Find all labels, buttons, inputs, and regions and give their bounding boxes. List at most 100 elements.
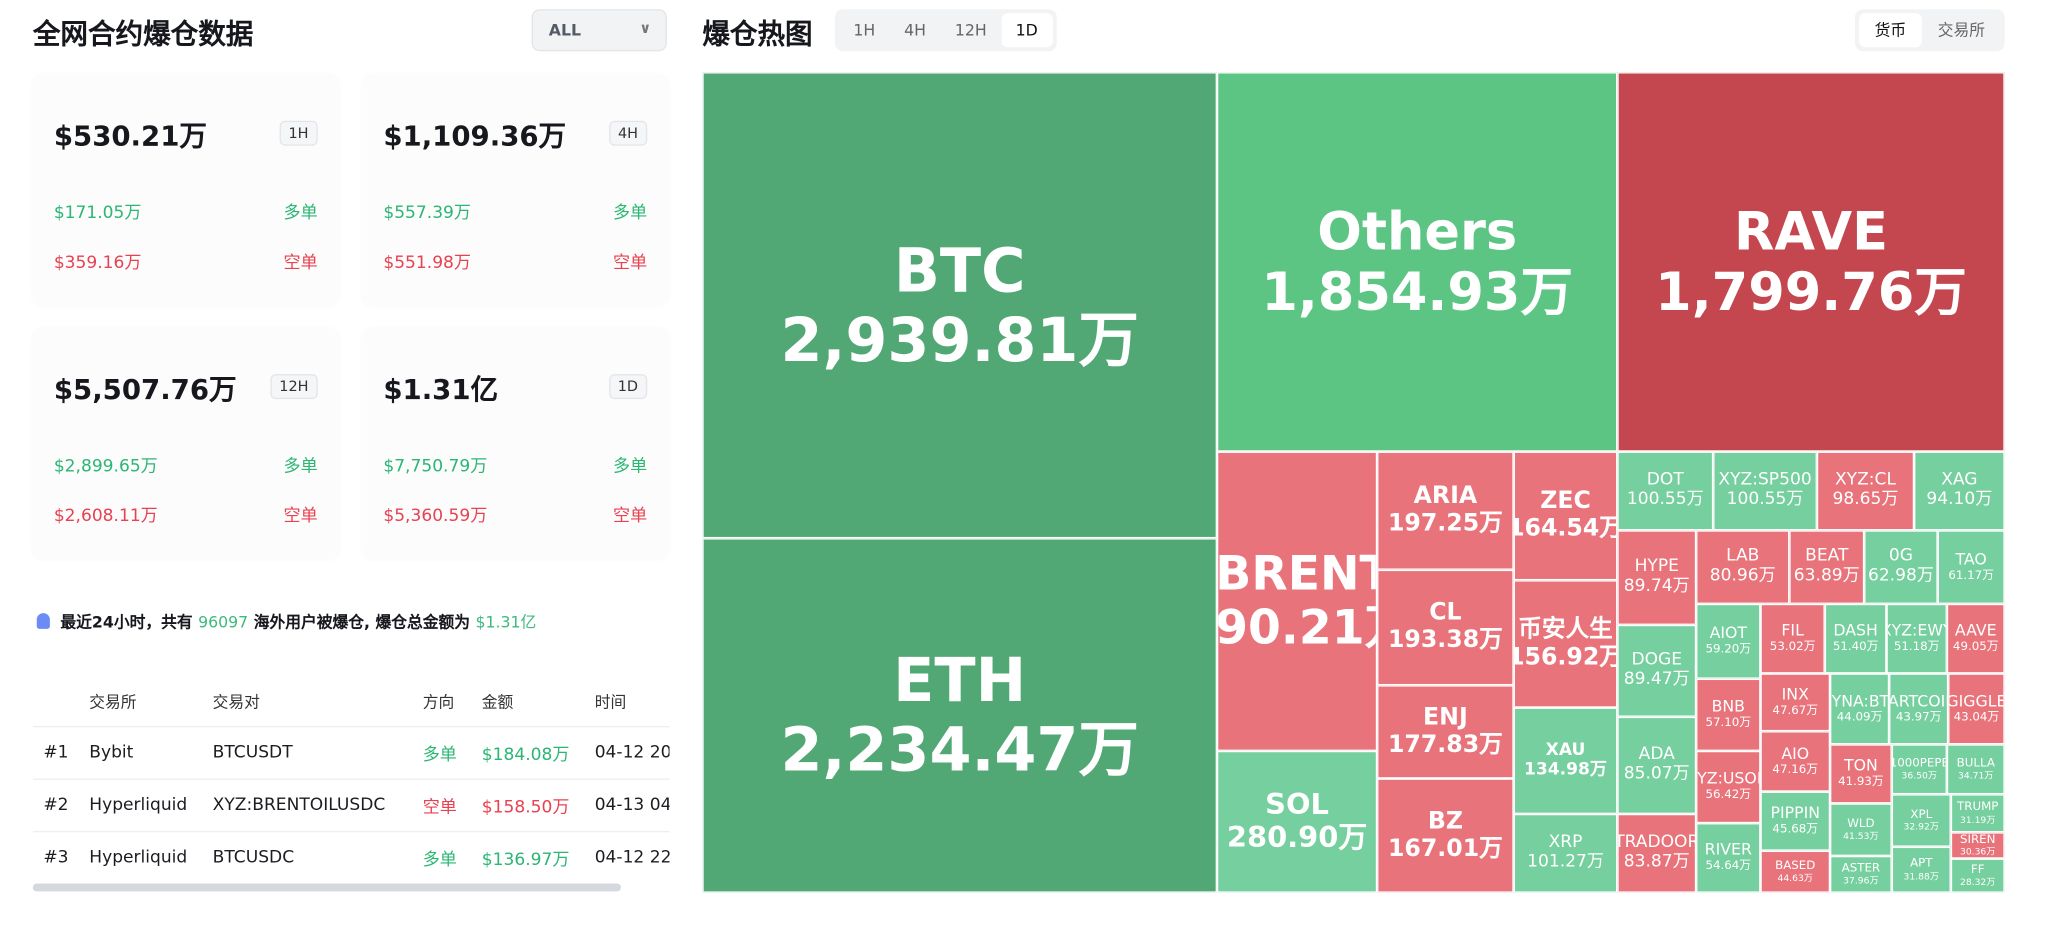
treemap-cell[interactable]: DOT 100.55万	[1617, 451, 1714, 531]
cell-symbol: XAG	[1941, 470, 1978, 490]
treemap-cell[interactable]: XYZ:USOIL56.42万	[1696, 750, 1761, 824]
treemap-cell[interactable]: XYZ:EWY51.18万	[1886, 603, 1947, 674]
treemap-cell[interactable]: XAU 134.98万	[1513, 707, 1618, 814]
cell-side: 多单	[422, 831, 482, 884]
table-row[interactable]: #3 Hyperliquid BTCUSDC 多单 $136.97万 04-12 22	[32, 831, 670, 884]
treemap-cell[interactable]: HYNA:BTC44.09万	[1830, 673, 1890, 745]
treemap-cell[interactable]: APT 31.88万	[1891, 846, 1951, 893]
tab-1d[interactable]: 1D	[1001, 13, 1053, 48]
treemap-cell[interactable]: FF 28.32万	[1950, 858, 2005, 893]
liquidation-card-12h: $5,507.76万 12H $2,899.65万 多单 $2,608.11万 …	[32, 328, 339, 560]
cell-symbol: RIVER	[1704, 840, 1752, 860]
treemap-cell[interactable]: SIREN 30.36万	[1950, 832, 2005, 859]
cell-symbol: RAVE	[1733, 201, 1889, 262]
view-by-coin-button[interactable]: 货币	[1858, 13, 1922, 48]
cell-symbol: WLD	[1847, 817, 1875, 831]
cell-symbol: XRP	[1548, 832, 1583, 853]
treemap-cell[interactable]: RIVER 54.64万	[1696, 823, 1761, 893]
treemap-cell[interactable]: AAVE 49.05万	[1946, 603, 2005, 674]
tab-4h[interactable]: 4H	[904, 21, 926, 40]
treemap-cell[interactable]: DASH 51.40万	[1824, 603, 1887, 674]
treemap-cell[interactable]: AIO 47.16万	[1760, 731, 1831, 792]
treemap-cell[interactable]: XYZ:SP500 100.55万	[1713, 451, 1817, 531]
treemap-cell[interactable]: BTC 2,939.81万	[702, 72, 1217, 539]
treemap-cell[interactable]: FARTCOIN43.97万	[1889, 673, 1949, 745]
cell-value: 45.68万	[1772, 823, 1819, 837]
treemap-cell[interactable]: INX 47.67万	[1760, 673, 1831, 732]
exchange-filter-dropdown[interactable]: ALL ∨	[531, 9, 667, 52]
treemap-cell[interactable]: WLD 41.53万	[1830, 803, 1892, 856]
treemap-cell[interactable]: XAG 94.10万	[1914, 451, 2005, 531]
long-amount: $2,899.65万	[53, 456, 158, 477]
table-horizontal-scrollbar[interactable]	[32, 883, 621, 892]
dropdown-value: ALL	[548, 21, 582, 40]
treemap-cell[interactable]: FIL 53.02万	[1760, 603, 1825, 674]
view-by-exchange-button[interactable]: 交易所	[1937, 21, 1985, 40]
treemap-cell[interactable]: ZEC 164.54万	[1513, 451, 1618, 581]
cell-symbol: FARTCOIN	[1890, 691, 1946, 711]
treemap-cell[interactable]: HYPE 89.74万	[1617, 530, 1697, 625]
treemap-cell[interactable]: ARIA 197.25万	[1377, 451, 1514, 570]
treemap-cell[interactable]: Z:BRENTO590.21万	[1216, 451, 1378, 751]
tab-1h[interactable]: 1H	[853, 21, 876, 40]
treemap-cell[interactable]: LAB 80.96万	[1696, 530, 1790, 604]
treemap-cell[interactable]: GIGGLE 43.04万	[1948, 673, 2005, 745]
treemap-cell[interactable]: BZ 167.01万	[1377, 778, 1514, 893]
total-amount: $530.21万	[53, 120, 207, 153]
treemap-cell[interactable]: TAO 61.17万	[1937, 530, 2005, 604]
treemap-cell[interactable]: TRADOOR 83.87万	[1617, 813, 1697, 893]
treemap-cell[interactable]: BULLA 34.71万	[1946, 744, 2005, 795]
treemap-cell[interactable]: SOL 280.90万	[1216, 750, 1378, 893]
treemap-cell[interactable]: AIOT 59.20万	[1696, 603, 1761, 679]
treemap-cell[interactable]: ADA 85.07万	[1617, 716, 1697, 814]
treemap-cell[interactable]: BASED 44.63万	[1760, 850, 1831, 893]
cell-value: 32.92万	[1903, 821, 1940, 833]
long-label: 多单	[613, 456, 648, 477]
treemap-cell[interactable]: DOGE 89.47万	[1617, 624, 1697, 717]
treemap-cell[interactable]: ENJ 177.83万	[1377, 685, 1514, 779]
treemap-cell[interactable]: Others 1,854.93万	[1216, 72, 1618, 452]
column-header: 金额	[481, 692, 514, 711]
table-row[interactable]: #2 Hyperliquid XYZ:BRENTOILUSDC 空单 $158.50万 0…	[32, 778, 670, 832]
treemap-cell[interactable]: TRUMP 31.19万	[1950, 794, 2005, 833]
cell-symbol: Z:BRENTO	[1216, 546, 1376, 601]
treemap-cell[interactable]: XYZ:CL 98.65万	[1816, 451, 1915, 531]
cell-value: 100.55万	[1626, 489, 1704, 510]
cell-value: 56.42万	[1705, 789, 1752, 803]
total-amount: $5,507.76万	[53, 374, 237, 406]
tab-12h[interactable]: 12H	[954, 21, 987, 40]
cell-value: 41.93万	[1838, 776, 1884, 790]
treemap-cell[interactable]: ASTER 37.96万	[1830, 855, 1892, 893]
cell-symbol: 0G	[1888, 546, 1913, 566]
column-header	[33, 676, 89, 727]
cell-value: 101.27万	[1527, 852, 1604, 872]
treemap-cell[interactable]: ETH 2,234.47万	[702, 538, 1217, 893]
treemap-cell[interactable]: XRP 101.27万	[1513, 813, 1618, 893]
treemap-cell[interactable]: BNB 57.10万	[1696, 678, 1761, 751]
treemap-cell[interactable]: PIPPIN 45.68万	[1760, 791, 1831, 851]
treemap-cell[interactable]: XPL 32.92万	[1891, 794, 1951, 847]
treemap-cell[interactable]: 0G 62.98万	[1864, 530, 1938, 604]
cell-value: 49.05万	[1952, 640, 1999, 655]
treemap-cell[interactable]: TON 41.93万	[1830, 744, 1892, 804]
cell-symbol: GIGGLE	[1948, 691, 2005, 711]
treemap-cell[interactable]: RAVE 1,799.76万	[1617, 72, 2005, 452]
treemap-cell[interactable]: CL 193.38万	[1377, 569, 1514, 686]
cell-value: 43.97万	[1895, 711, 1942, 725]
period-badge: 12H	[270, 374, 318, 400]
cell-symbol: HYNA:BTC	[1831, 691, 1889, 711]
cell-symbol: BULLA	[1956, 757, 1995, 771]
cell-symbol: ENJ	[1423, 703, 1468, 731]
table-row[interactable]: #1 Bybit BTCUSDT 多单 $184.08万 04-12 20	[32, 725, 670, 780]
cell-value: 177.83万	[1387, 730, 1503, 759]
treemap-cell[interactable]: BEAT 63.89万	[1789, 530, 1865, 604]
short-amount: $359.16万	[53, 253, 142, 274]
cell-symbol: SIREN	[1959, 833, 1996, 847]
cell-symbol: TAO	[1955, 549, 1987, 569]
chevron-down-icon: ∨	[639, 19, 652, 37]
treemap-cell[interactable]: 1000PEPE 36.50万	[1891, 744, 1947, 795]
cell-rank: #3	[32, 831, 90, 884]
cell-value: 2,939.81万	[780, 303, 1139, 375]
treemap-cell[interactable]: 币安人生 156.92万	[1513, 580, 1618, 708]
cell-value: 36.50万	[1901, 770, 1938, 782]
